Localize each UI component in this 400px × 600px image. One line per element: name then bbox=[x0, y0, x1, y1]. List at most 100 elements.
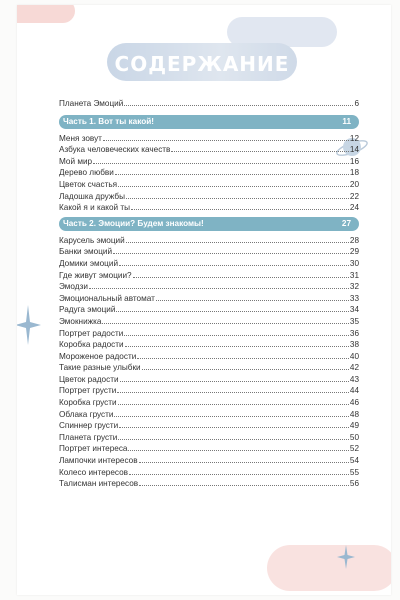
toc-entry[interactable]: Лампочки интересов 54 bbox=[59, 455, 359, 467]
toc-entry-title: Какой я и какой ты bbox=[59, 203, 130, 213]
dot-leader bbox=[118, 432, 349, 440]
toc-entry-title: Такие разные улыбки bbox=[59, 363, 141, 373]
toc-entry-title: Портрет радости bbox=[59, 328, 124, 338]
toc-entry[interactable]: Мороженое радости 40 bbox=[59, 351, 359, 363]
toc-entry-page: 52 bbox=[349, 444, 359, 454]
dot-leader bbox=[130, 202, 349, 211]
section-page: 27 bbox=[341, 219, 351, 229]
toc-entry[interactable]: Эмоциональный автомат 33 bbox=[59, 293, 359, 305]
dot-leader bbox=[114, 167, 349, 176]
dot-leader bbox=[116, 304, 349, 313]
toc-entry-title: Коробка грусти bbox=[59, 398, 117, 408]
toc-entry[interactable]: Банки эмоций 29 bbox=[59, 246, 359, 258]
dot-leader bbox=[117, 397, 349, 406]
toc-entry[interactable]: Меня зовут 12 bbox=[59, 133, 359, 145]
toc-entry[interactable]: Коробка грусти 46 bbox=[59, 397, 359, 409]
dot-leader bbox=[119, 374, 349, 382]
toc-section-header[interactable]: Часть 2. Эмоции? Будем знакомы! 27 bbox=[59, 216, 359, 231]
toc-entry-page: 38 bbox=[349, 340, 359, 350]
toc-entry-title: Портрет грусти bbox=[59, 386, 117, 396]
toc-entry[interactable]: Такие разные улыбки 42 bbox=[59, 362, 359, 374]
toc-entry[interactable]: Портрет интереса 52 bbox=[59, 443, 359, 455]
toc-entry-title: Спиннер грусти bbox=[59, 421, 119, 431]
toc-entry-page: 49 bbox=[349, 421, 359, 431]
dot-leader bbox=[155, 293, 349, 301]
toc-entry-page: 6 bbox=[354, 99, 359, 108]
toc-entry-page: 48 bbox=[349, 409, 359, 419]
dot-leader bbox=[129, 467, 349, 475]
dot-leader bbox=[88, 281, 349, 290]
toc-entry-page: 28 bbox=[349, 235, 359, 245]
dot-leader bbox=[171, 144, 349, 153]
toc-entry-page: 34 bbox=[349, 305, 359, 315]
toc-entry-page: 56 bbox=[349, 479, 359, 489]
toc-entry[interactable]: Дерево любви 18 bbox=[59, 167, 359, 179]
toc-entry[interactable]: Планета Эмоций 6 bbox=[59, 98, 359, 110]
dot-leader bbox=[137, 351, 349, 359]
toc-entry-title: Талисман интересов bbox=[59, 479, 139, 489]
toc-entry[interactable]: Карусель эмоций 28 bbox=[59, 235, 359, 247]
toc-entry[interactable]: Талисман интересов 56 bbox=[59, 478, 359, 490]
toc-entry-page: 33 bbox=[349, 293, 359, 303]
toc-entry-page: 46 bbox=[349, 398, 359, 408]
section-title: Часть 1. Вот ты какой! bbox=[63, 117, 154, 127]
toc-entry[interactable]: Портрет грусти 44 bbox=[59, 385, 359, 397]
title-watercolor-blob bbox=[107, 43, 297, 81]
star-icon bbox=[17, 305, 41, 345]
toc-entry[interactable]: Домики эмоций 30 bbox=[59, 258, 359, 270]
toc-entry[interactable]: Портрет радости 36 bbox=[59, 328, 359, 340]
toc-entry[interactable]: Радуга эмоций 34 bbox=[59, 304, 359, 316]
dot-leader bbox=[114, 409, 349, 417]
toc-entry-page: 24 bbox=[349, 203, 359, 213]
toc-entry[interactable]: Мой мир 16 bbox=[59, 156, 359, 168]
toc-entry-page: 22 bbox=[349, 191, 359, 201]
dot-leader bbox=[124, 328, 349, 336]
toc-entry[interactable]: Планета грусти 50 bbox=[59, 432, 359, 444]
toc-entry-title: Домики эмоций bbox=[59, 258, 119, 268]
toc-entry-page: 32 bbox=[349, 282, 359, 292]
toc-entry-page: 42 bbox=[349, 363, 359, 373]
toc-entry-page: 40 bbox=[349, 351, 359, 361]
section-title: Часть 2. Эмоции? Будем знакомы! bbox=[63, 219, 204, 229]
toc-entry[interactable]: Какой я и какой ты 24 bbox=[59, 202, 359, 214]
table-of-contents: Планета Эмоций 6 Часть 1. Вот ты какой! 1… bbox=[59, 98, 359, 490]
toc-entry-title: Радуга эмоций bbox=[59, 305, 116, 315]
toc-entry-page: 35 bbox=[349, 316, 359, 326]
dot-leader bbox=[113, 246, 349, 255]
toc-entry-page: 18 bbox=[349, 168, 359, 178]
toc-entry-page: 54 bbox=[349, 456, 359, 466]
toc-entry-page: 50 bbox=[349, 432, 359, 442]
toc-entry[interactable]: Азбука человеческих качеств 14 bbox=[59, 144, 359, 156]
toc-entry[interactable]: Цветок счастья 20 bbox=[59, 179, 359, 191]
toc-entry-page: 12 bbox=[349, 133, 359, 143]
dot-leader bbox=[119, 258, 349, 266]
toc-entry-title: Эмокнижка bbox=[59, 316, 102, 326]
toc-entry-title: Эмодзи bbox=[59, 282, 88, 292]
toc-section-header[interactable]: Часть 1. Вот ты какой! 11 bbox=[59, 114, 359, 129]
dot-leader bbox=[102, 133, 349, 141]
toc-entry-page: 14 bbox=[349, 145, 359, 155]
toc-entry[interactable]: Где живут эмоции? 31 bbox=[59, 270, 359, 282]
toc-entry[interactable]: Эмокнижка 35 bbox=[59, 316, 359, 328]
star-icon bbox=[337, 545, 355, 569]
toc-entry-title: Цветок радости bbox=[59, 374, 119, 384]
toc-entry-title: Азбука человеческих качеств bbox=[59, 145, 171, 155]
toc-entry[interactable]: Облака грусти 48 bbox=[59, 409, 359, 421]
toc-entry[interactable]: Коробка радости 38 bbox=[59, 339, 359, 351]
dot-leader bbox=[102, 316, 349, 324]
dot-leader bbox=[139, 478, 349, 487]
dot-leader bbox=[132, 270, 349, 278]
dot-leader bbox=[93, 156, 349, 164]
toc-entry[interactable]: Цветок радости 43 bbox=[59, 374, 359, 386]
book-page: СОДЕРЖАНИЕ Планета Эмоций 6 Часть 1. Вот… bbox=[17, 5, 391, 595]
toc-entry-page: 44 bbox=[349, 386, 359, 396]
toc-entry[interactable]: Колесо интересов 55 bbox=[59, 467, 359, 479]
toc-sections: Часть 1. Вот ты какой! 11 Меня зовут 12 Азбу… bbox=[59, 114, 359, 490]
toc-entry[interactable]: Ладошка дружбы 22 bbox=[59, 191, 359, 203]
toc-entry[interactable]: Эмодзи 32 bbox=[59, 281, 359, 293]
section-page: 11 bbox=[342, 117, 351, 127]
toc-entry-title: Мороженое радости bbox=[59, 351, 137, 361]
toc-entry[interactable]: Спиннер грусти 49 bbox=[59, 420, 359, 432]
toc-entry-title: Дерево любви bbox=[59, 168, 114, 178]
toc-entry-title: Карусель эмоций bbox=[59, 235, 125, 245]
